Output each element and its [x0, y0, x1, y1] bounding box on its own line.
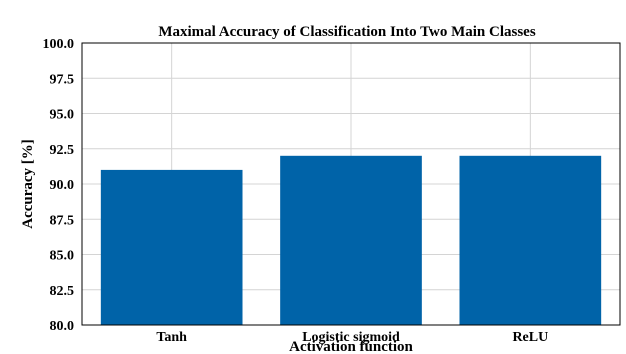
x-tick-labels: Tanh Logistic sigmoid ReLU [156, 330, 548, 345]
y-tick-label: 80.0 [50, 319, 75, 334]
chart-title: Maximal Accuracy of Classification Into … [158, 24, 536, 40]
y-axis-label: Accuracy [%] [20, 139, 36, 229]
y-tick-label: 92.5 [50, 143, 75, 158]
plot-frame [81, 42, 621, 326]
x-tick-label: Tanh [156, 330, 187, 345]
y-tick-label: 82.5 [50, 284, 75, 299]
y-tick-label: 95.0 [50, 108, 75, 123]
y-tick-label: 85.0 [50, 249, 75, 264]
y-tick-label: 100.0 [43, 37, 75, 52]
y-tick-labels: 80.0 82.5 85.0 87.5 90.0 92.5 95.0 97.5 100.0 [43, 37, 75, 334]
x-tick-label: Logistic sigmoid [302, 330, 400, 345]
y-tick-label: 87.5 [50, 213, 75, 228]
bar-relu [459, 155, 602, 325]
x-tick-label: ReLU [512, 330, 548, 345]
bar-tanh [100, 169, 243, 325]
bar-logistic-sigmoid [280, 155, 422, 325]
y-tick-label: 97.5 [50, 72, 75, 87]
x-axis-label: Activation function [289, 339, 413, 354]
y-tick-label: 90.0 [50, 178, 75, 193]
bars [100, 155, 602, 325]
